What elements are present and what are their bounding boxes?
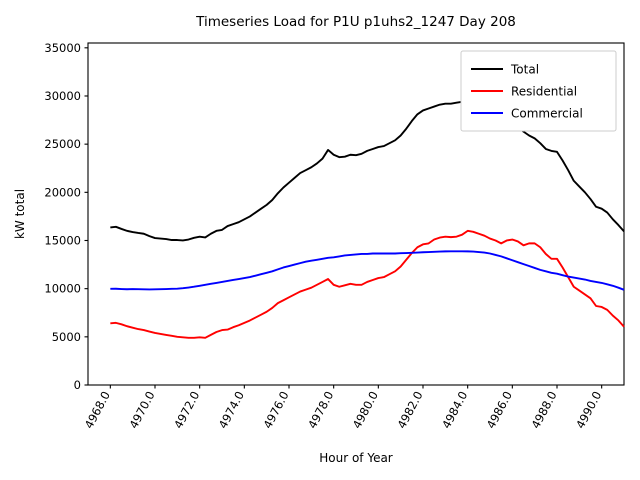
chart-legend: Total Residential Commercial — [460, 50, 617, 132]
legend-box — [460, 50, 617, 132]
y-tick-label: 30000 — [44, 89, 81, 103]
y-tick-label: 10000 — [44, 282, 81, 296]
legend-label-commercial: Commercial — [511, 107, 583, 121]
x-axis-title: Hour of Year — [319, 451, 393, 465]
y-tick-label: 5000 — [52, 330, 81, 344]
legend-label-residential: Residential — [511, 85, 577, 99]
y-tick-label: 20000 — [44, 185, 81, 199]
y-axis-title: kW total — [13, 189, 27, 239]
y-tick-label: 0 — [74, 378, 81, 392]
plot-area-frame — [87, 42, 625, 386]
chart-title: Timeseries Load for P1U p1uhs2_1247 Day … — [195, 14, 516, 30]
y-tick-label: 35000 — [44, 41, 81, 55]
series-line-commercial — [110, 250, 625, 291]
y-axis-ticks: 0 5000 10000 15000 20000 25000 30000 35000 — [44, 41, 88, 392]
y-tick-label: 25000 — [44, 137, 81, 151]
series-lines — [110, 98, 625, 339]
legend-label-total: Total — [510, 63, 539, 77]
series-line-total — [110, 98, 625, 242]
y-tick-label: 15000 — [44, 233, 81, 247]
series-line-residential — [110, 229, 625, 339]
